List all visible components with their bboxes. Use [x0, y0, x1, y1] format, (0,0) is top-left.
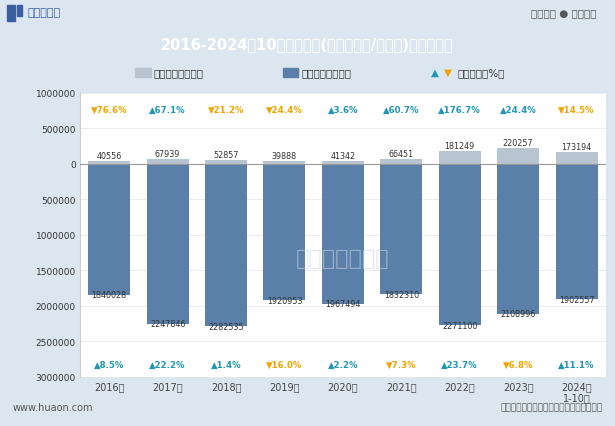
Text: 华经产业研究院: 华经产业研究院 — [296, 248, 390, 268]
Bar — [7, 6, 15, 22]
Text: 数据来源：中国海关；华经产业研究院整理: 数据来源：中国海关；华经产业研究院整理 — [501, 402, 603, 412]
Bar — [146, 164, 189, 324]
Text: 专业严谨 ● 客观科学: 专业严谨 ● 客观科学 — [531, 8, 597, 18]
Bar — [283, 69, 298, 78]
Text: 出口额（千美元）: 出口额（千美元） — [154, 68, 204, 78]
Text: ▲3.6%: ▲3.6% — [328, 106, 358, 115]
Text: 1902557: 1902557 — [559, 295, 594, 304]
Text: ▲22.2%: ▲22.2% — [149, 360, 186, 369]
Text: 2247846: 2247846 — [150, 320, 185, 328]
Text: 2271100: 2271100 — [442, 321, 477, 330]
Bar — [263, 162, 306, 164]
Text: ▼21.2%: ▼21.2% — [208, 106, 244, 115]
Bar — [322, 161, 364, 164]
Text: 67939: 67939 — [155, 150, 180, 159]
Text: 2282535: 2282535 — [208, 322, 244, 331]
Text: ▲1.4%: ▲1.4% — [211, 360, 241, 369]
Text: 1967494: 1967494 — [325, 299, 360, 308]
Text: ▲11.1%: ▲11.1% — [558, 360, 595, 369]
Bar — [438, 152, 481, 164]
Bar — [146, 160, 189, 164]
Text: ▲23.7%: ▲23.7% — [442, 360, 478, 369]
Text: 1840028: 1840028 — [92, 291, 127, 299]
Text: 同比增长（%）: 同比增长（%） — [458, 68, 505, 78]
Text: 220257: 220257 — [503, 139, 533, 148]
Text: ▼7.3%: ▼7.3% — [386, 360, 416, 369]
Bar — [205, 164, 247, 326]
Bar — [88, 164, 130, 295]
Bar — [497, 164, 539, 314]
Text: ▲24.4%: ▲24.4% — [500, 106, 536, 115]
Bar — [17, 6, 22, 17]
Text: ▲176.7%: ▲176.7% — [438, 106, 481, 115]
Text: ▲: ▲ — [430, 68, 438, 78]
Text: 1920953: 1920953 — [267, 296, 302, 305]
Text: 1832310: 1832310 — [384, 290, 419, 299]
Text: ▲2.2%: ▲2.2% — [328, 360, 358, 369]
Text: 41342: 41342 — [330, 152, 355, 161]
Bar — [555, 152, 598, 164]
Text: ▼: ▼ — [444, 68, 452, 78]
Bar — [380, 160, 423, 164]
Bar — [88, 162, 130, 164]
Text: ▼24.4%: ▼24.4% — [266, 106, 303, 115]
Text: 39888: 39888 — [272, 152, 297, 161]
Text: 2108996: 2108996 — [501, 310, 536, 319]
Text: www.huaon.com: www.huaon.com — [12, 402, 93, 412]
Text: 华经情报网: 华经情报网 — [28, 8, 61, 18]
Text: ▼14.5%: ▼14.5% — [558, 106, 595, 115]
Text: ▲67.1%: ▲67.1% — [149, 106, 186, 115]
Text: ▼6.8%: ▼6.8% — [503, 360, 533, 369]
Text: 181249: 181249 — [445, 142, 475, 151]
Text: ▲60.7%: ▲60.7% — [383, 106, 419, 115]
Bar — [380, 164, 423, 294]
Text: 66451: 66451 — [389, 150, 414, 159]
Text: ▲8.5%: ▲8.5% — [94, 360, 124, 369]
Bar — [263, 164, 306, 301]
Text: ▼16.0%: ▼16.0% — [266, 360, 303, 369]
Bar — [205, 161, 247, 164]
Text: 40556: 40556 — [97, 152, 122, 161]
Bar — [555, 164, 598, 299]
Text: 2016-2024年10月满洲里市(境内目的地/货源地)进、出口额: 2016-2024年10月满洲里市(境内目的地/货源地)进、出口额 — [161, 37, 454, 52]
Text: 173194: 173194 — [561, 142, 592, 151]
Bar — [497, 149, 539, 164]
Text: 进口额（千美元）: 进口额（千美元） — [301, 68, 351, 78]
Text: 52857: 52857 — [213, 151, 239, 160]
Bar — [322, 164, 364, 304]
Text: ▼76.6%: ▼76.6% — [91, 106, 127, 115]
Bar — [438, 164, 481, 325]
Bar — [135, 69, 151, 78]
